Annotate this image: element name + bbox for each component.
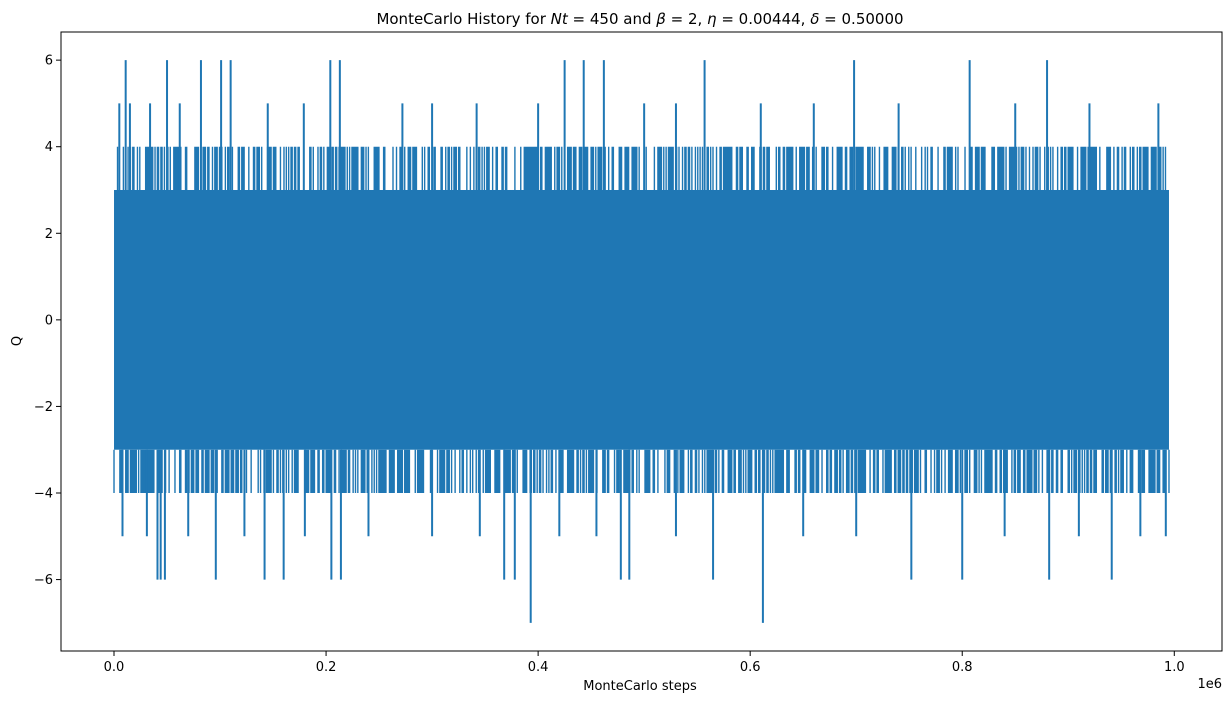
x-tick-label: 0.6 (740, 660, 761, 675)
axes-frame (60, 31, 1223, 652)
y-axis-label: Q (10, 336, 25, 346)
x-axis-offset-label: 1e6 (1197, 677, 1222, 692)
y-axis: −6 −4 −2 0 2 4 6 (34, 54, 61, 588)
x-tick-label: 0.0 (104, 660, 125, 675)
y-tick-label: 6 (45, 54, 53, 69)
series-0 (113, 60, 1170, 623)
y-tick-label: 0 (45, 313, 53, 328)
x-tick-label: 1.0 (1164, 660, 1185, 675)
chart-title: MonteCarlo History for Nt = 450 and β = … (376, 10, 903, 28)
plot-area (113, 60, 1170, 623)
x-axis: 0.0 0.2 0.4 0.6 0.8 1.0 (104, 651, 1185, 675)
y-tick-label: 4 (45, 140, 53, 155)
y-tick-label: −2 (34, 400, 53, 415)
x-tick-label: 0.4 (528, 660, 549, 675)
x-tick-label: 0.8 (952, 660, 973, 675)
y-tick-label: 2 (45, 227, 53, 242)
series-spikes-common (113, 146, 1170, 493)
y-tick-label: −6 (34, 573, 53, 588)
series-band-typical (114, 189, 1169, 450)
y-tick-label: −4 (34, 487, 53, 502)
x-axis-label: MonteCarlo steps (583, 679, 697, 694)
x-tick-label: 0.2 (316, 660, 337, 675)
